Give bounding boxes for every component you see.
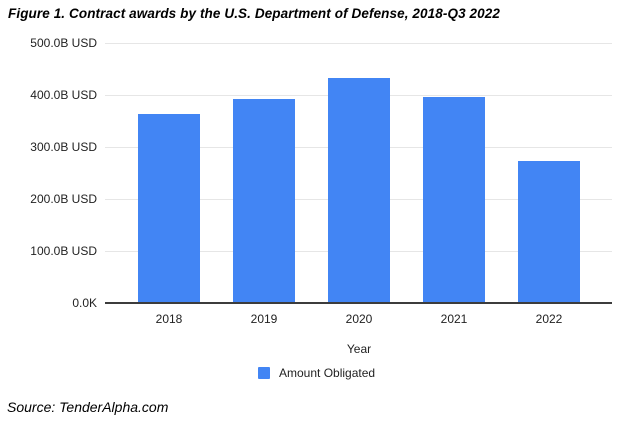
bar-2020 xyxy=(328,78,390,303)
y-tick-label: 400.0B USD xyxy=(30,88,97,102)
plot-area xyxy=(105,43,612,304)
legend-label: Amount Obligated xyxy=(279,366,376,380)
bar-2021 xyxy=(423,97,485,303)
legend: Amount Obligated xyxy=(258,366,375,380)
y-tick-label: 200.0B USD xyxy=(30,192,97,206)
x-tick-label: 2020 xyxy=(345,312,373,326)
legend-swatch-icon xyxy=(258,367,270,379)
figure-title: Figure 1. Contract awards by the U.S. De… xyxy=(8,6,500,21)
x-tick-label: 2018 xyxy=(155,312,183,326)
y-tick-label: 500.0B USD xyxy=(30,36,97,50)
x-tick-label: 2021 xyxy=(440,312,468,326)
gridline xyxy=(105,43,612,44)
x-axis-baseline xyxy=(105,302,612,304)
bar-2018 xyxy=(138,114,200,303)
bar-2022 xyxy=(518,161,580,303)
x-tick-label: 2022 xyxy=(535,312,563,326)
y-tick-label: 0.0K xyxy=(72,296,97,310)
bar-2019 xyxy=(233,99,295,303)
y-tick-label: 100.0B USD xyxy=(30,244,97,258)
source-text: Source: TenderAlpha.com xyxy=(7,399,169,415)
y-tick-label: 300.0B USD xyxy=(30,140,97,154)
x-axis-title: Year xyxy=(346,342,372,356)
x-tick-label: 2019 xyxy=(250,312,278,326)
